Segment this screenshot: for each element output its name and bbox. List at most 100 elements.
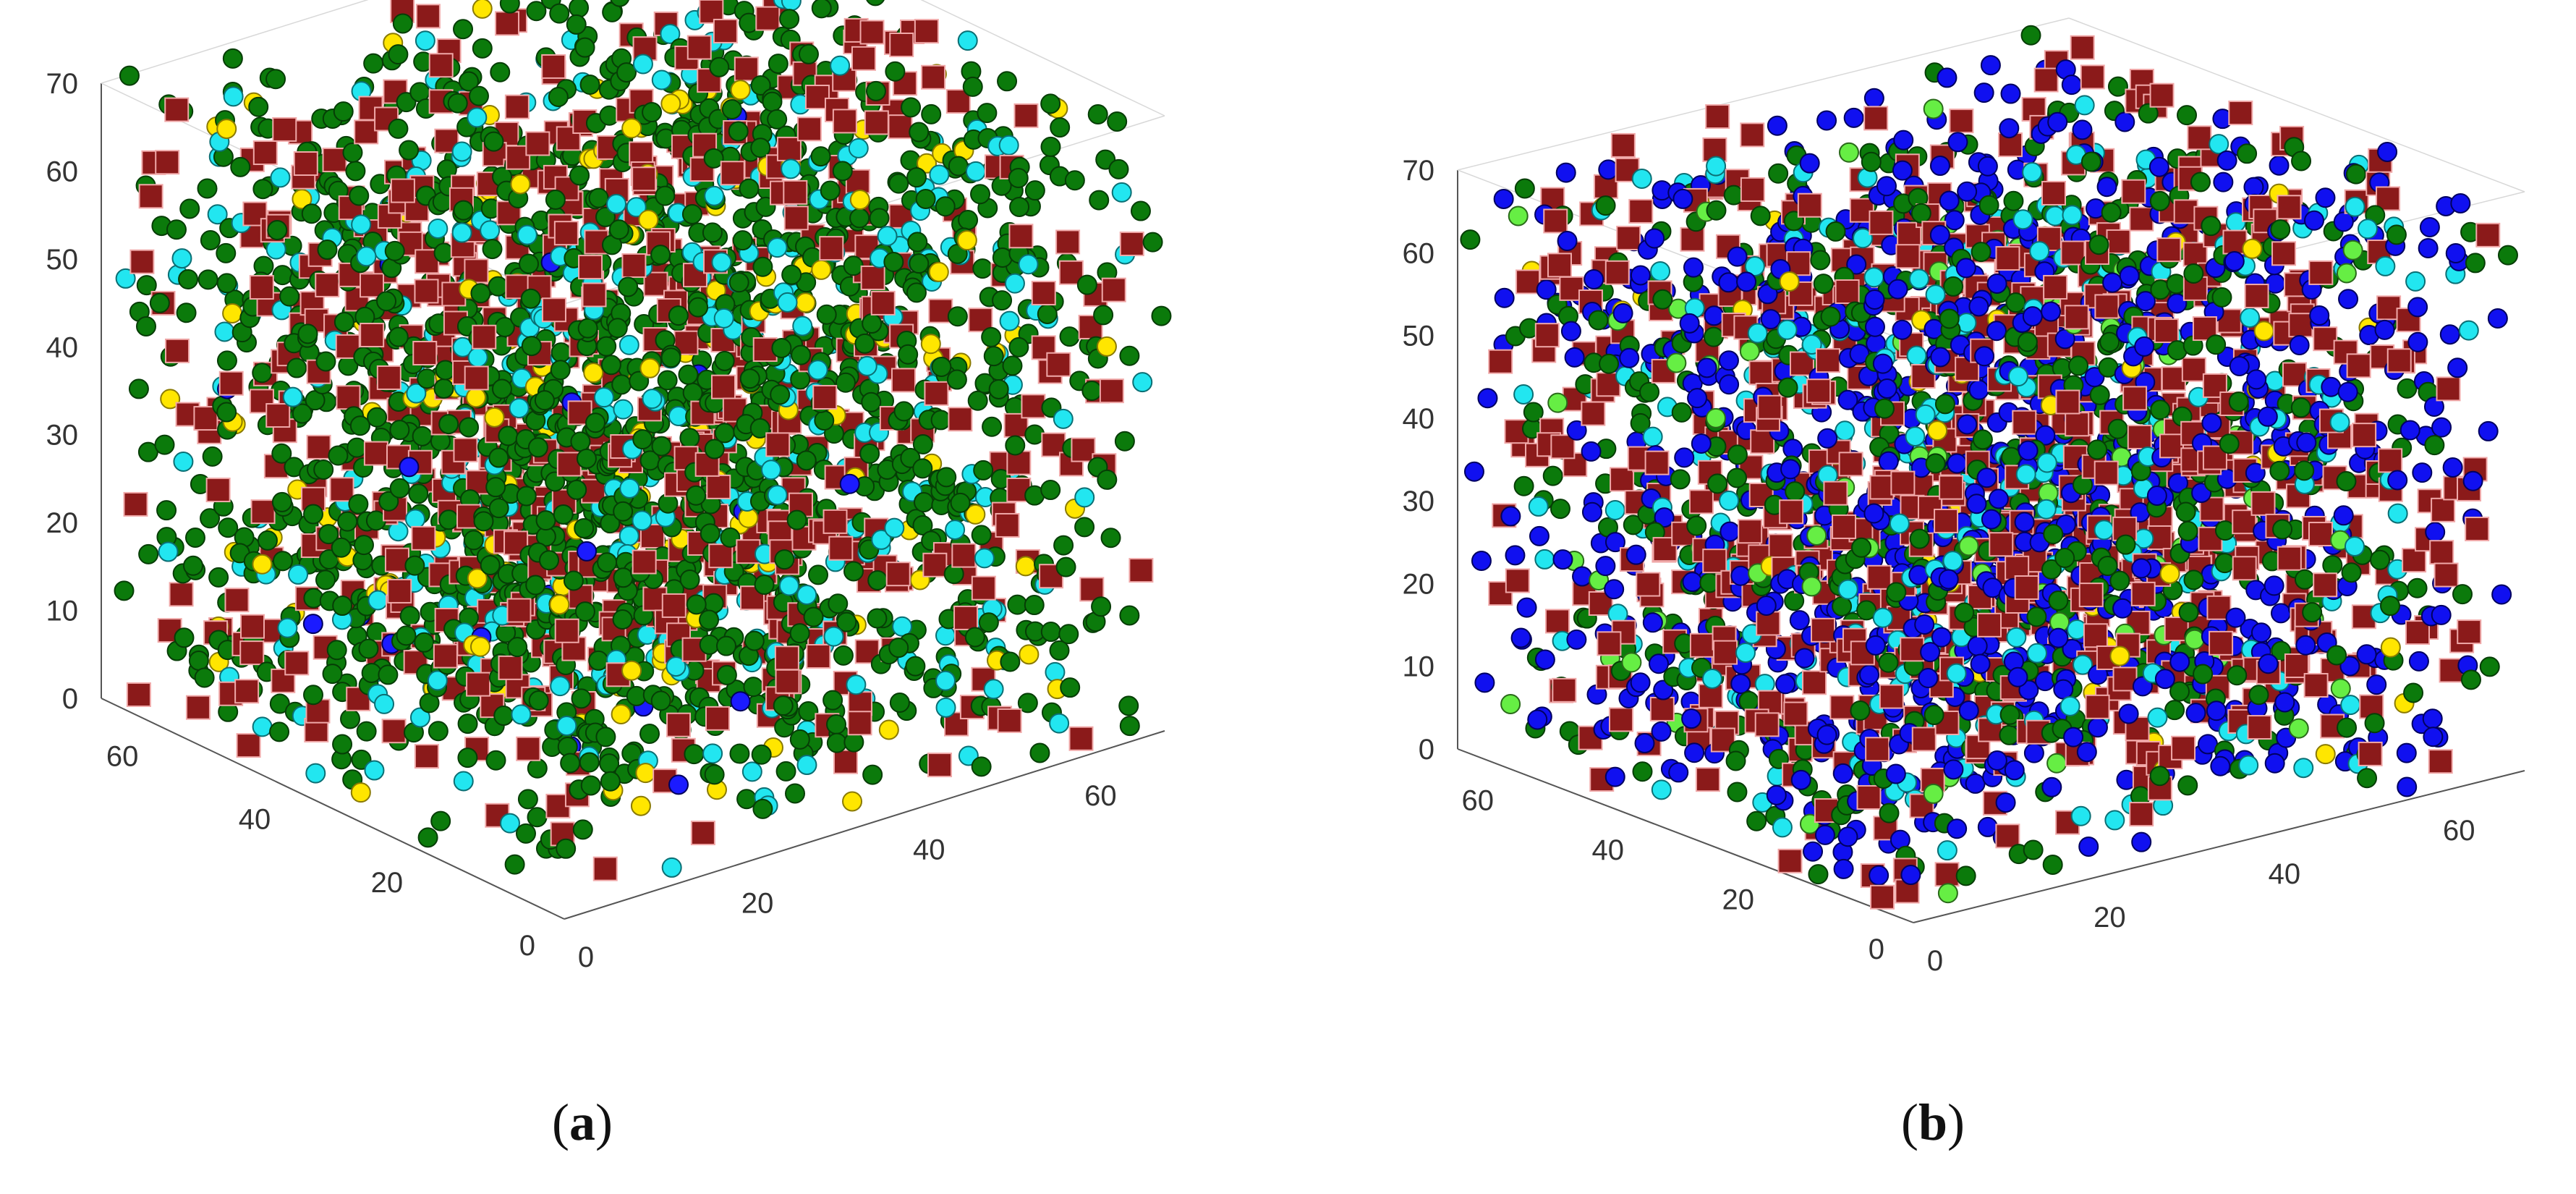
square-marker — [1516, 269, 1541, 295]
square-marker — [234, 679, 260, 704]
y-tick-label: 20 — [371, 867, 404, 899]
circle-marker — [1725, 750, 1746, 771]
circle-marker — [480, 220, 501, 241]
square-marker — [1046, 352, 1071, 377]
circle-marker — [642, 389, 663, 410]
square-marker — [453, 437, 478, 462]
square-marker — [2033, 67, 2059, 93]
circle-marker — [686, 485, 707, 506]
circle-marker — [699, 634, 720, 655]
circle-marker — [862, 764, 883, 785]
square-marker — [464, 365, 489, 391]
square-marker — [1757, 394, 1782, 420]
circle-marker — [550, 676, 571, 697]
circle-marker — [605, 193, 626, 214]
square-marker — [1890, 470, 1916, 496]
square-marker — [1802, 670, 1827, 695]
square-marker — [2065, 412, 2090, 437]
circle-marker — [1782, 439, 1803, 460]
circle-marker — [2074, 95, 2095, 116]
circle-marker — [796, 585, 817, 606]
circle-marker — [2003, 190, 2024, 211]
circle-marker — [248, 96, 269, 117]
circle-marker — [2007, 666, 2028, 687]
circle-marker — [406, 383, 427, 404]
circle-marker — [216, 402, 237, 423]
square-marker — [828, 535, 854, 561]
circle-marker — [807, 360, 828, 381]
circle-marker — [1784, 590, 1805, 611]
circle-marker — [1581, 441, 1602, 462]
square-marker — [1702, 549, 1727, 574]
square-marker — [516, 736, 541, 761]
circle-marker — [488, 276, 509, 297]
circle-marker — [1513, 475, 1534, 496]
circle-marker — [1706, 200, 1727, 221]
circle-marker — [577, 541, 598, 562]
circle-marker — [2114, 111, 2135, 132]
circle-marker — [374, 693, 395, 714]
z-tick-label: 70 — [46, 68, 79, 100]
circle-marker — [342, 142, 363, 163]
square-marker — [1713, 640, 1738, 665]
square-marker — [1610, 467, 1635, 492]
square-marker — [914, 19, 939, 44]
circle-marker — [1999, 118, 2020, 139]
circle-marker — [861, 391, 882, 412]
circle-marker — [288, 564, 309, 585]
square-marker — [755, 6, 781, 31]
circle-marker — [2023, 839, 2044, 860]
circle-marker — [515, 823, 536, 844]
circle-marker — [1727, 444, 1748, 465]
circle-marker — [174, 627, 195, 648]
square-marker — [783, 179, 808, 205]
circle-marker — [2014, 512, 2035, 533]
circle-marker — [833, 645, 854, 666]
square-marker — [1879, 684, 1904, 709]
circle-marker — [1972, 429, 1993, 450]
square-marker — [1869, 475, 1895, 500]
circle-marker — [1863, 503, 1884, 524]
circle-marker — [1111, 182, 1132, 203]
circle-marker — [830, 55, 851, 76]
circle-marker — [428, 721, 449, 742]
circle-marker — [810, 146, 831, 167]
circle-marker — [820, 180, 841, 201]
circle-marker — [415, 30, 435, 51]
circle-marker — [1900, 865, 1921, 886]
circle-marker — [998, 135, 1019, 156]
square-marker — [1863, 106, 1889, 131]
square-marker — [1581, 401, 1606, 426]
circle-marker — [713, 308, 734, 329]
circle-marker — [569, 165, 590, 186]
circle-marker — [1915, 404, 1936, 425]
circle-marker — [1550, 499, 1570, 520]
circle-marker — [2026, 606, 2047, 627]
circle-marker — [188, 650, 209, 671]
circle-marker — [1929, 156, 1950, 177]
square-marker — [1547, 253, 1572, 278]
circle-marker — [972, 258, 993, 279]
square-marker — [1609, 707, 1634, 732]
circle-marker — [686, 594, 707, 615]
circle-marker — [270, 167, 291, 188]
circle-marker — [796, 450, 817, 471]
circle-marker — [790, 369, 811, 390]
circle-marker — [1008, 336, 1029, 357]
circle-marker — [527, 437, 548, 458]
circle-marker — [433, 378, 454, 399]
circle-marker — [579, 752, 600, 773]
circle-marker — [1766, 784, 1787, 805]
circle-marker — [396, 92, 417, 113]
circle-marker — [752, 798, 773, 819]
circle-marker — [679, 570, 700, 590]
circle-marker — [1974, 346, 1995, 367]
circle-marker — [1649, 653, 1670, 674]
circle-marker — [279, 286, 300, 307]
circle-marker — [657, 370, 678, 391]
square-marker — [833, 749, 859, 774]
circle-marker — [768, 54, 788, 75]
circle-marker — [752, 256, 773, 277]
circle-marker — [1925, 453, 1946, 474]
circle-marker — [453, 771, 474, 792]
